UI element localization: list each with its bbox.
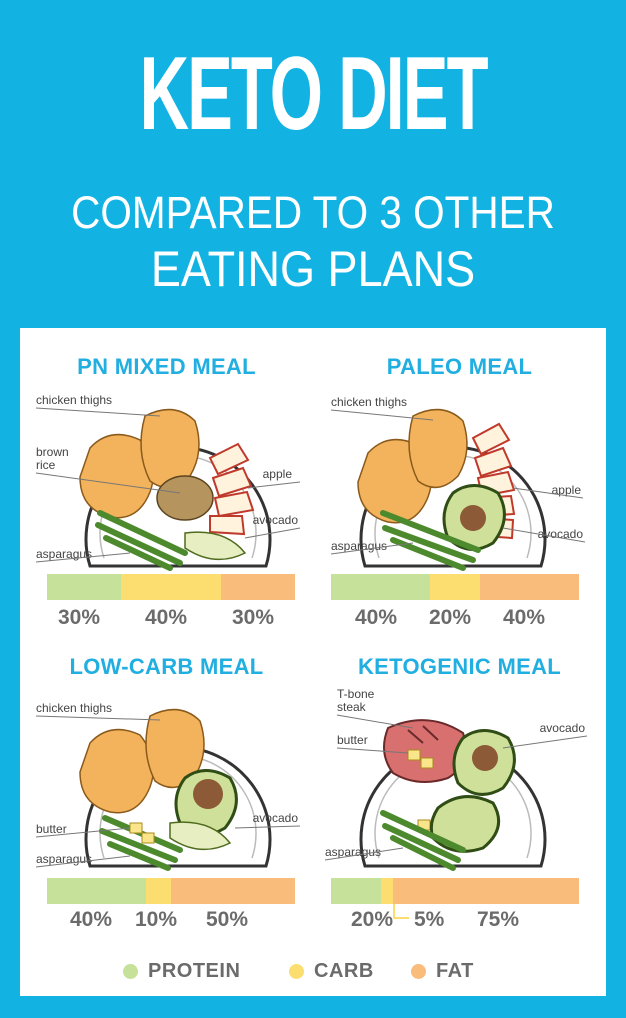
fat-segment <box>479 574 579 600</box>
protein-segment <box>331 878 381 904</box>
main-title: KETO DIET <box>139 36 488 152</box>
protein-percent: 40% <box>70 908 113 931</box>
legend-item-fat: FAT <box>411 960 474 983</box>
label-apple: apple <box>552 483 582 497</box>
carb-segment <box>430 574 480 600</box>
fat-percent: 30% <box>232 606 275 629</box>
label-avocado: avocado <box>540 721 586 735</box>
t-bone-steak-shape <box>383 719 467 783</box>
ketogenic-plate-illustration: T-bone steak butter avocado asparagus <box>324 687 588 871</box>
asparagus-shape <box>95 510 188 571</box>
label-t-bone-steak-line1: T-bone <box>337 687 375 701</box>
chicken-thigh-shape <box>79 433 155 519</box>
legend-item-protein: PROTEIN <box>123 960 240 983</box>
macro-bar-ketogenic <box>331 878 579 904</box>
carb-dot-icon <box>289 964 304 979</box>
carb-segment <box>146 878 171 904</box>
carb-callout-connector <box>393 904 409 919</box>
subtitle-line-1: COMPARED TO 3 OTHER <box>71 187 555 238</box>
label-butter: butter <box>36 822 67 836</box>
asparagus-shape <box>380 810 466 871</box>
fat-percent: 40% <box>503 606 546 629</box>
carb-segment <box>121 574 221 600</box>
label-chicken-thighs: chicken thighs <box>36 393 112 407</box>
protein-percent: 30% <box>58 606 101 629</box>
legend-item-carb: CARB <box>289 960 374 983</box>
protein-segment <box>331 574 431 600</box>
carb-segment <box>380 878 393 904</box>
asparagus-shape <box>380 510 481 571</box>
meal-card-paleo: chicken thighs apple avocado asparagus P… <box>313 328 606 629</box>
avocado-half-empty-shape <box>429 795 501 853</box>
label-avocado: avocado <box>253 811 299 825</box>
meal-card-ketogenic: T-bone steak butter avocado asparagus KE… <box>313 628 606 931</box>
label-t-bone-steak-line2: steak <box>337 700 367 714</box>
avocado-slice-shape <box>184 531 247 561</box>
label-brown-rice-line1: brown <box>36 445 69 459</box>
label-avocado: avocado <box>253 513 299 527</box>
protein-segment <box>47 574 122 600</box>
carb-percent: 10% <box>135 908 178 931</box>
fat-percent: 50% <box>206 908 249 931</box>
chicken-thigh-shape <box>79 728 155 814</box>
avocado-slice-shape <box>169 821 232 851</box>
label-chicken-thighs: chicken thighs <box>36 701 112 715</box>
fat-segment <box>392 878 579 904</box>
protein-dot-icon <box>123 964 138 979</box>
carb-percent: 40% <box>145 606 188 629</box>
fat-segment <box>170 878 295 904</box>
avocado-pit-shape <box>193 779 223 809</box>
low-carb-plate-illustration: chicken thighs butter avocado asparagus <box>35 701 301 871</box>
chicken-thigh-shape <box>408 408 468 489</box>
avocado-pit-shape <box>460 505 486 531</box>
protein-percent: 20% <box>351 908 394 931</box>
subtitle-line-2: EATING PLANS <box>150 241 476 297</box>
paleo-plate-illustration: chicken thighs apple avocado asparagus <box>330 395 586 571</box>
pn-mixed-plate-illustration: chicken thighs brown rice apple avocado … <box>35 393 301 571</box>
legend-label: CARB <box>314 960 374 982</box>
avocado-pit-shape <box>472 745 498 771</box>
macro-bar-paleo <box>331 574 579 600</box>
protein-percent: 40% <box>355 606 398 629</box>
fat-segment <box>220 574 295 600</box>
meal-title-ketogenic: KETOGENIC MEAL <box>357 654 562 679</box>
label-brown-rice-line2: rice <box>36 458 56 472</box>
brown-rice-shape <box>156 475 214 521</box>
meal-title-pn-mixed: PN MIXED MEAL <box>77 354 256 379</box>
meal-card-pn-mixed: chicken thighs brown rice apple avocado … <box>20 328 313 629</box>
fat-percent: 75% <box>477 908 520 931</box>
apple-slices-shape <box>208 442 255 536</box>
label-butter: butter <box>337 733 368 747</box>
legend-label: FAT <box>436 960 474 982</box>
macro-bar-low-carb <box>47 878 295 904</box>
label-asparagus: asparagus <box>331 539 387 553</box>
carb-percent: 5% <box>414 908 445 931</box>
comparison-panel: chicken thighs brown rice apple avocado … <box>20 328 606 996</box>
label-chicken-thighs: chicken thighs <box>331 395 407 409</box>
label-apple: apple <box>263 467 293 481</box>
steak-grill-marks <box>407 725 439 744</box>
protein-segment <box>47 878 147 904</box>
fat-dot-icon <box>411 964 426 979</box>
meal-title-low-carb: LOW-CARB MEAL <box>69 654 264 679</box>
label-asparagus: asparagus <box>325 845 381 859</box>
carb-percent: 20% <box>429 606 472 629</box>
meal-card-low-carb: chicken thighs butter avocado asparagus … <box>20 628 313 931</box>
macro-legend: PROTEIN CARB FAT <box>20 960 606 986</box>
macro-bar-pn-mixed <box>47 574 295 600</box>
legend-label: PROTEIN <box>148 960 241 982</box>
meal-title-paleo: PALEO MEAL <box>386 354 533 379</box>
label-avocado: avocado <box>538 527 584 541</box>
